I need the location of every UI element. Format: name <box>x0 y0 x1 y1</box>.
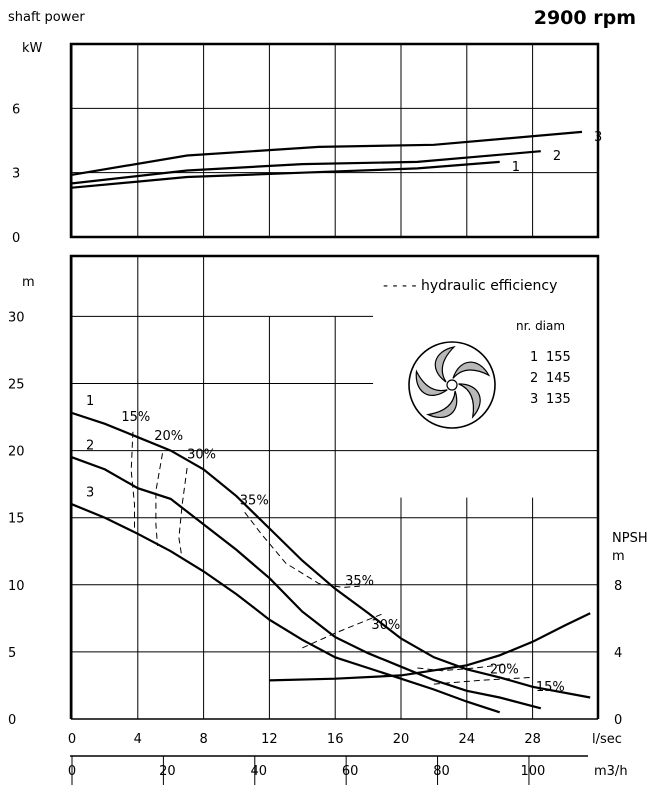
efficiency-contour <box>244 511 360 589</box>
diameter-value: 155 <box>546 350 571 365</box>
head-curve-label: 1 <box>86 394 94 409</box>
x-tick-lsec: 12 <box>261 732 278 747</box>
head-ytick: 20 <box>8 445 25 460</box>
head-ytick: 25 <box>8 377 25 392</box>
efficiency-label: 15% <box>536 680 565 695</box>
x-tick-lsec: 4 <box>134 732 142 747</box>
efficiency-contour <box>417 663 508 672</box>
head-ytick: 5 <box>8 646 16 661</box>
x-label-lsec: l/sec <box>592 732 622 747</box>
npsh-label: NPSH <box>612 531 648 546</box>
x-tick-lsec: 24 <box>459 732 476 747</box>
x-tick-m3h: 20 <box>159 764 176 779</box>
power-ytick: 6 <box>12 102 20 117</box>
x-axis-m3h: 0 20 40 60 80 100 <box>68 755 588 785</box>
head-ytick: 30 <box>8 310 25 325</box>
power-curve-2 <box>71 150 541 185</box>
npsh-ytick: 0 <box>614 713 622 728</box>
x-tick-m3h: 40 <box>251 764 268 779</box>
head-frame <box>69 254 600 719</box>
npsh-ytick: 8 <box>614 579 622 594</box>
power-ytick: 0 <box>12 231 20 246</box>
npsh-curve <box>269 612 591 682</box>
x-tick-m3h: 100 <box>521 764 546 779</box>
npsh-unit: m <box>612 549 625 564</box>
x-label-m3h: m3/h <box>594 764 628 779</box>
head-curve-label: 3 <box>86 485 94 500</box>
x-tick-m3h: 60 <box>342 764 359 779</box>
power-curve-3 <box>71 130 583 176</box>
x-tick-lsec: 8 <box>199 732 207 747</box>
power-curve-label: 3 <box>594 130 602 145</box>
diameter-nr: 2 <box>530 371 538 386</box>
efficiency-contour <box>433 676 533 685</box>
efficiency-label: 30% <box>371 618 400 633</box>
power-curve-label: 2 <box>553 149 561 164</box>
diameter-value: 135 <box>546 392 571 407</box>
head-curve-label: 2 <box>86 438 94 453</box>
head-ytick: 0 <box>8 713 16 728</box>
npsh-ytick: 4 <box>614 646 622 661</box>
power-frame <box>69 42 600 239</box>
head-ytick: 15 <box>8 512 25 527</box>
diameter-table: 1 155 2 145 3 135 <box>530 350 571 407</box>
efficiency-contour <box>155 453 163 546</box>
efficiency-label: 30% <box>187 448 216 463</box>
speed-title: 2900 rpm <box>534 7 636 29</box>
head-ytick: 10 <box>8 579 25 594</box>
diameter-nr: 1 <box>530 350 538 365</box>
x-tick-m3h: 80 <box>433 764 450 779</box>
x-tick-lsec: 0 <box>68 732 76 747</box>
efficiency-legend: - - - - hydraulic efficiency <box>383 278 557 294</box>
efficiency-label: 35% <box>345 574 374 589</box>
efficiency-label: 15% <box>121 410 150 425</box>
power-panel: 0 3 6 1 2 3 <box>12 42 602 246</box>
diameter-header: nr. diam <box>516 319 565 333</box>
power-curve-1 <box>71 160 500 189</box>
x-axis-lsec: 0 4 8 12 16 20 24 28 <box>68 732 541 747</box>
power-curve-label: 1 <box>512 160 520 175</box>
x-tick-lsec: 28 <box>524 732 541 747</box>
head-panel: 05101520253004812315%20%30%35%35%30%20%1… <box>8 254 622 728</box>
x-tick-lsec: 20 <box>393 732 410 747</box>
impeller-icon <box>408 341 496 429</box>
efficiency-label: 20% <box>490 662 519 677</box>
power-ylabel: shaft power <box>8 10 85 25</box>
head-curve-3 <box>71 503 501 714</box>
head-curve-1 <box>71 411 591 699</box>
diameter-value: 145 <box>546 371 571 386</box>
diameter-nr: 3 <box>530 392 538 407</box>
head-ylabel: m <box>22 275 35 290</box>
x-tick-m3h: 0 <box>68 764 76 779</box>
efficiency-contour <box>130 431 135 529</box>
efficiency-contour <box>302 612 385 649</box>
power-ytick: 3 <box>12 167 20 182</box>
efficiency-contour <box>178 467 188 560</box>
x-tick-lsec: 16 <box>327 732 344 747</box>
head-curve-2 <box>71 456 542 710</box>
efficiency-label: 20% <box>154 429 183 444</box>
power-unit: kW <box>22 41 43 56</box>
efficiency-label: 35% <box>240 493 269 508</box>
